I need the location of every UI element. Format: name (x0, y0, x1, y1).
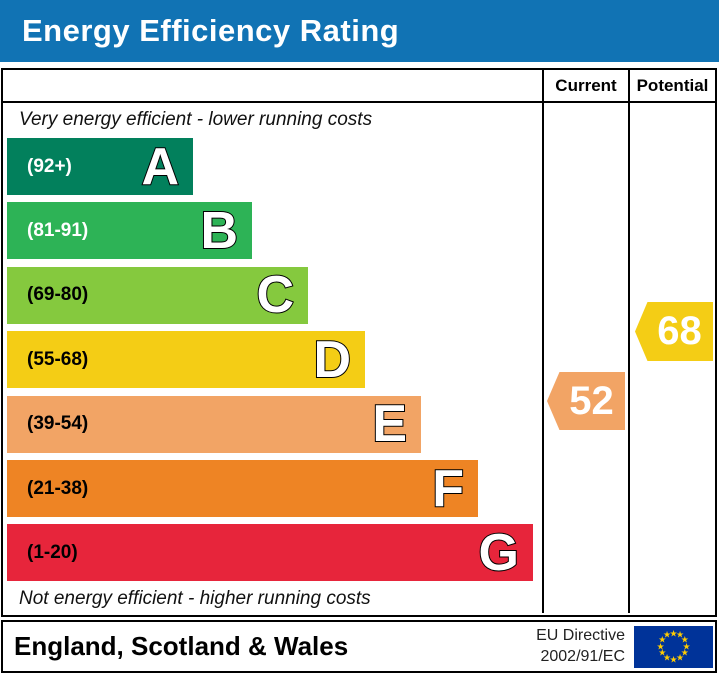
flag-star: ★ (680, 647, 689, 658)
header-current: Current (544, 70, 630, 101)
flag-star: ★ (680, 634, 689, 645)
band-c: (69-80) C (7, 266, 308, 325)
band-letter: B (199, 201, 239, 260)
flag-star: ★ (658, 647, 667, 658)
band-letter: D (312, 330, 352, 389)
region-label: England, Scotland & Wales (14, 631, 349, 661)
band-range-label: (92+) (27, 155, 72, 177)
eu-directive-line1: EU Directive (536, 626, 625, 644)
band-range-label: (81-91) (27, 219, 89, 241)
potential-column: 68 (630, 103, 715, 613)
eu-directive-line2: 2002/91/EC (540, 647, 625, 665)
header-potential: Potential (636, 75, 709, 95)
flag-star: ★ (682, 641, 691, 651)
band-range-label: (1-20) (27, 541, 78, 563)
header-spacer-cell (3, 70, 544, 101)
top-note: Very energy efficient - lower running co… (19, 109, 373, 130)
band-letter: E (371, 395, 408, 454)
bottom-note: Not energy efficient - higher running co… (19, 588, 371, 609)
band-d: (55-68) D (7, 330, 365, 389)
band-range-label: (39-54) (27, 413, 89, 435)
band-range-label: (21-38) (27, 477, 89, 499)
title-banner: Energy Efficiency Rating (0, 0, 719, 62)
table-header-row: Current Potential (3, 70, 715, 103)
band-g: (1-20) G (7, 523, 533, 582)
footer-bar: England, Scotland & Wales EU Directive 2… (1, 620, 717, 673)
current-column: 52 (544, 103, 630, 613)
band-range-label: (69-80) (27, 284, 89, 306)
page-title: Energy Efficiency Rating (22, 13, 400, 48)
band-f: (21-38) F (7, 460, 478, 517)
band-e: (39-54) E (7, 395, 421, 454)
band-a: (92+) A (7, 138, 193, 195)
band-letter: G (478, 523, 520, 582)
eu-directive-label: EU Directive 2002/91/EC (536, 626, 625, 668)
flag-star: ★ (669, 654, 678, 664)
potential-rating-arrow: 68 (635, 302, 713, 361)
table-body: Very energy efficient - lower running co… (3, 103, 715, 613)
bands-area: Very energy efficient - lower running co… (3, 103, 544, 613)
flag-star: ★ (662, 652, 672, 663)
band-b: (81-91) B (7, 201, 252, 260)
flag-star: ★ (658, 634, 667, 645)
band-letter: A (140, 137, 180, 196)
flag-star: ★ (662, 629, 672, 640)
rating-table: Current Potential Very energy efficient … (1, 68, 717, 617)
flag-star: ★ (669, 628, 678, 638)
current-rating-arrow: 52 (547, 372, 625, 430)
band-letter: F (431, 459, 465, 518)
current-rating-value: 52 (569, 378, 614, 423)
band-letter: C (255, 266, 295, 325)
flag-star: ★ (656, 641, 665, 651)
eu-flag-icon: ★ ★ ★ ★ ★ ★ ★ ★ ★ ★ ★ ★ (634, 625, 713, 668)
band-range-label: (55-68) (27, 348, 89, 370)
potential-rating-value: 68 (657, 309, 702, 353)
flag-star: ★ (675, 652, 685, 663)
flag-star: ★ (675, 629, 685, 640)
